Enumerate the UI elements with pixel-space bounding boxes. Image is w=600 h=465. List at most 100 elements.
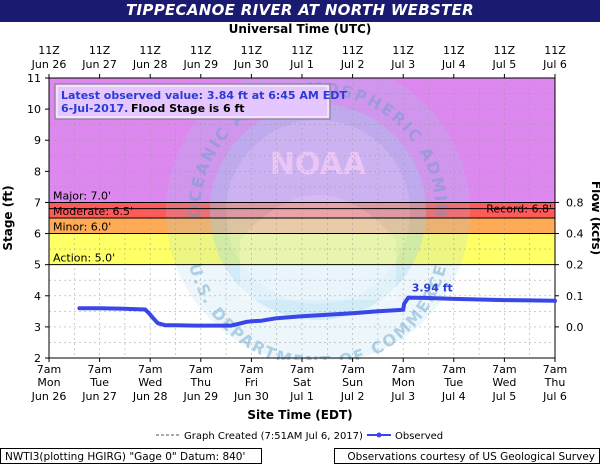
x2-tick-label-date: Jun 27 xyxy=(81,58,117,71)
x-tick-label-date: Jun 30 xyxy=(233,390,269,403)
observed-point xyxy=(194,324,198,328)
x2-tick-label-time: 11Z xyxy=(190,44,212,57)
x-tick-label-date: Jun 28 xyxy=(132,390,168,403)
y-tick-label: 3 xyxy=(34,321,41,334)
legend-observed-label: Observed xyxy=(395,431,443,442)
observed-point xyxy=(528,298,532,302)
observed-point xyxy=(351,311,355,315)
x-tick-label-time: 7am xyxy=(138,363,162,376)
observed-point xyxy=(401,308,405,312)
x2-tick-label-date: Jul 3 xyxy=(390,58,415,71)
x-tick-label-time: 7am xyxy=(239,363,263,376)
observed-point xyxy=(163,323,167,327)
x2-tick-label-time: 11Z xyxy=(89,44,111,57)
x2-tick-label-time: 11Z xyxy=(139,44,161,57)
x2-tick-label-time: 11Z xyxy=(544,44,566,57)
footer-credit: Observations courtesy of US Geological S… xyxy=(334,448,600,464)
observed-point xyxy=(553,299,557,303)
y-tick-label: 4 xyxy=(34,290,41,303)
observed-point xyxy=(147,311,151,315)
observed-point xyxy=(151,316,155,320)
x-axis-title: Site Time (EDT) xyxy=(247,408,353,422)
x2-tick-label-date: Jul 1 xyxy=(289,58,314,71)
observed-point xyxy=(143,307,147,311)
x-tick-label-time: 7am xyxy=(87,363,111,376)
record-stage-label: Record: 6.8' xyxy=(486,203,552,216)
y-tick-label: 8 xyxy=(34,165,41,178)
x-tick-label-time: 7am xyxy=(543,363,567,376)
observed-point xyxy=(174,323,177,327)
observed-point xyxy=(249,319,253,323)
x-tick-label-day: Fri xyxy=(245,376,258,389)
latest-observation-box: Latest observed value: 3.84 ft at 6:45 A… xyxy=(54,83,347,120)
x-tick-label-time: 7am xyxy=(340,363,364,376)
observed-point xyxy=(452,297,456,301)
x-tick-label-day: Wed xyxy=(138,376,162,389)
observed-point xyxy=(402,302,406,306)
legend: Graph Created (7:51AM Jul 6, 2017) Obser… xyxy=(156,431,443,442)
x2-tick-label-date: Jul 4 xyxy=(441,58,466,71)
x2-tick-label-date: Jun 28 xyxy=(132,58,168,71)
x2-tick-label-time: 11Z xyxy=(38,44,60,57)
latest-observed-text: Latest observed value: 3.84 ft at 6:45 A… xyxy=(61,89,347,102)
y2-tick-label: 0.2 xyxy=(566,259,584,272)
peak-value-label: 3.94 ft xyxy=(412,282,453,295)
top-axis-title: Universal Time (UTC) xyxy=(228,22,372,36)
y2-axis-title: Flow (kcfs) xyxy=(589,181,600,255)
action-stage-label: Action: 5.0' xyxy=(53,252,115,265)
observed-point xyxy=(325,313,329,317)
observed-point xyxy=(502,298,506,302)
x2-tick-label-time: 11Z xyxy=(241,44,263,57)
minor-stage-label: Minor: 6.0' xyxy=(53,221,111,234)
x2-tick-label-date: Jul 5 xyxy=(492,58,517,71)
y-tick-label: 7 xyxy=(34,196,41,209)
flood-stage-text: Flood Stage is 6 ft xyxy=(131,102,245,115)
x2-tick-label-time: 11Z xyxy=(494,44,516,57)
observed-point xyxy=(77,306,81,310)
x-tick-label-day: Sat xyxy=(293,376,312,389)
x-tick-label-date: Jul 3 xyxy=(390,390,415,403)
x2-tick-label-date: Jun 30 xyxy=(233,58,269,71)
observed-point xyxy=(156,321,160,325)
observed-point xyxy=(275,316,279,320)
x-tick-label-date: Jul 1 xyxy=(289,390,314,403)
x-tick-label-date: Jun 26 xyxy=(31,390,67,403)
x-tick-label-time: 7am xyxy=(189,363,213,376)
y-axis-title: Stage (ft) xyxy=(1,185,15,250)
observed-point xyxy=(260,319,264,323)
y2-tick-label: 0.8 xyxy=(566,196,584,209)
y-tick-label: 2 xyxy=(34,352,41,365)
noaa-logo-wordmark: NOAA xyxy=(270,147,367,182)
footer-site-info: NWTI3(plotting HGIRG) "Gage 0" Datum: 84… xyxy=(0,448,262,464)
y-tick-label: 9 xyxy=(34,134,41,147)
x2-tick-label-time: 11Z xyxy=(342,44,364,57)
legend-created-label: Graph Created (7:51AM Jul 6, 2017) xyxy=(184,431,363,442)
y-tick-label: 5 xyxy=(34,259,41,272)
x-tick-label-day: Mon xyxy=(392,376,415,389)
y2-tick-label: 0.0 xyxy=(566,321,584,334)
y2-tick-label: 0.4 xyxy=(566,228,584,241)
x2-tick-label-date: Jun 26 xyxy=(31,58,67,71)
chart-title: TIPPECANOE RIVER AT NORTH WEBSTER xyxy=(126,1,474,19)
observed-point xyxy=(229,324,233,328)
observed-point xyxy=(123,307,127,311)
x-tick-label-date: Jul 4 xyxy=(441,390,466,403)
title-bar xyxy=(0,0,600,22)
observed-point xyxy=(376,309,380,313)
grid-lines xyxy=(48,77,556,359)
observed-point xyxy=(406,296,410,300)
x-tick-label-day: Tue xyxy=(89,376,109,389)
y2-tick-label: 0.1 xyxy=(566,290,584,303)
latest-observed-date: 6-Jul-2017. xyxy=(61,102,128,115)
x-tick-label-date: Jun 29 xyxy=(182,390,218,403)
x2-tick-label-time: 11Z xyxy=(392,44,414,57)
moderate-stage-label: Moderate: 6.5' xyxy=(53,205,133,218)
observed-point xyxy=(239,321,243,325)
x-tick-label-day: Wed xyxy=(492,376,516,389)
x-tick-label-day: Mon xyxy=(37,376,60,389)
x-tick-label-time: 7am xyxy=(442,363,466,376)
category-labels: Action: 5.0' Minor: 6.0' Moderate: 6.5' Maj… xyxy=(53,189,552,264)
x-tick-label-date: Jul 2 xyxy=(340,390,365,403)
